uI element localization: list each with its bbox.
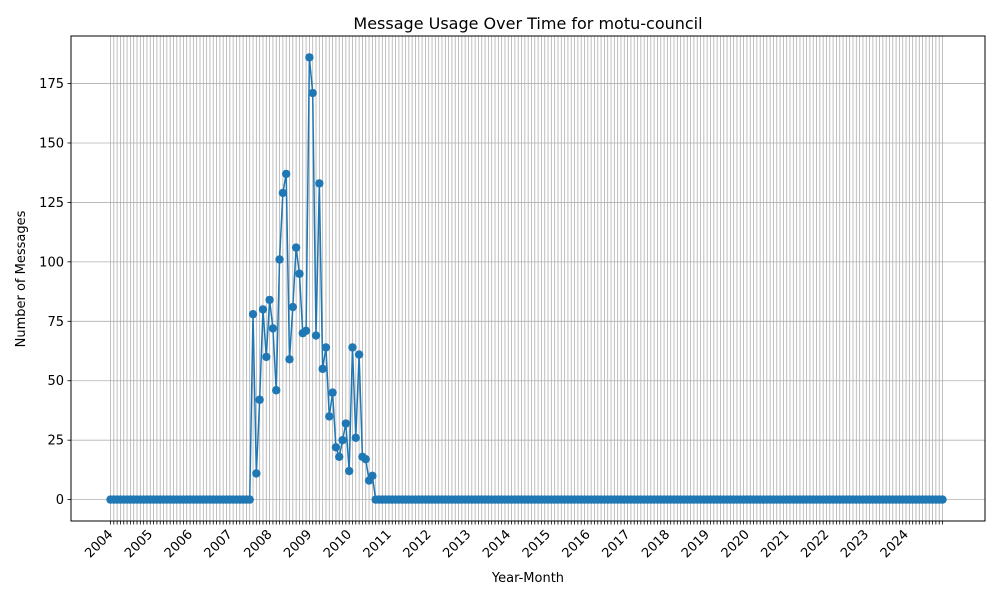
grid-lines xyxy=(71,36,985,521)
data-point xyxy=(255,395,264,404)
data-point xyxy=(272,386,281,395)
data-point xyxy=(275,255,284,264)
y-tick-label: 125 xyxy=(39,196,64,211)
data-point xyxy=(321,343,331,352)
series-line xyxy=(110,56,943,501)
x-tick-label: 2020 xyxy=(719,527,753,561)
data-point xyxy=(344,466,354,476)
y-tick-label: 100 xyxy=(39,255,64,270)
x-tick-label: 2008 xyxy=(241,527,275,561)
data-point xyxy=(341,419,351,428)
data-point xyxy=(368,471,377,481)
data-point xyxy=(288,302,298,312)
chart-title: Message Usage Over Time for motu-council xyxy=(353,14,702,33)
y-tick-label: 75 xyxy=(47,315,64,330)
data-point xyxy=(248,309,258,319)
x-tick-label: 2017 xyxy=(599,527,633,561)
x-axis-label: Year-Month xyxy=(491,571,564,586)
data-point xyxy=(305,53,314,62)
data-point xyxy=(301,326,311,336)
data-point xyxy=(328,388,337,397)
x-tick-label: 2010 xyxy=(321,527,355,561)
data-point xyxy=(361,454,370,464)
y-tick-label: 50 xyxy=(47,374,64,389)
data-point xyxy=(318,364,327,374)
data-point xyxy=(281,169,291,179)
x-tick-label: 2005 xyxy=(122,527,156,561)
x-tick-label: 2019 xyxy=(679,527,713,561)
data-point xyxy=(252,469,261,478)
data-point xyxy=(311,331,321,340)
x-tick-label: 2007 xyxy=(202,527,236,561)
data-point xyxy=(354,350,364,359)
data-point xyxy=(325,412,334,421)
data-point xyxy=(291,243,301,252)
data-point xyxy=(285,355,294,364)
data-point xyxy=(338,435,347,445)
data-point xyxy=(335,452,344,462)
x-tick-label: 2013 xyxy=(440,527,474,561)
y-tick-label: 175 xyxy=(39,77,64,92)
data-point xyxy=(262,352,271,362)
data-point xyxy=(315,179,324,188)
x-tick-label: 2016 xyxy=(560,527,594,561)
x-tick-label: 2009 xyxy=(281,527,315,561)
data-point xyxy=(348,343,357,352)
y-tick-label: 150 xyxy=(39,136,64,151)
y-tick-label: 25 xyxy=(47,434,64,449)
x-tick-label: 2022 xyxy=(798,527,832,561)
plot-frame xyxy=(70,35,986,522)
x-tick-label: 2024 xyxy=(878,527,912,561)
x-tick-label: 2011 xyxy=(361,527,395,561)
y-axis-ticks: 0 25 50 75 100 125 150 175 xyxy=(39,77,71,508)
data-point xyxy=(258,305,268,314)
data-point xyxy=(331,443,341,452)
x-tick-label: 2012 xyxy=(401,527,435,561)
data-point xyxy=(268,324,278,333)
x-tick-label: 2006 xyxy=(162,527,196,561)
data-point xyxy=(295,269,304,278)
series-messages xyxy=(106,53,947,504)
data-point xyxy=(938,495,947,504)
data-point xyxy=(308,88,317,98)
y-axis-label: Number of Messages xyxy=(14,210,29,347)
x-tick-label: 2021 xyxy=(759,527,793,561)
data-point xyxy=(278,188,288,198)
y-tick-label: 0 xyxy=(56,493,64,508)
x-tick-label: 2004 xyxy=(82,527,116,561)
x-tick-label: 2023 xyxy=(838,527,872,561)
x-tick-label: 2018 xyxy=(639,527,673,561)
data-point xyxy=(265,295,274,305)
data-point xyxy=(351,433,360,442)
data-point xyxy=(245,495,254,504)
x-tick-label: 2015 xyxy=(520,527,554,561)
x-tick-label: 2014 xyxy=(480,527,514,561)
x-axis-ticks: 2004 2005 2006 2007 2008 2009 2010 2011 2012 2013… xyxy=(82,521,943,561)
